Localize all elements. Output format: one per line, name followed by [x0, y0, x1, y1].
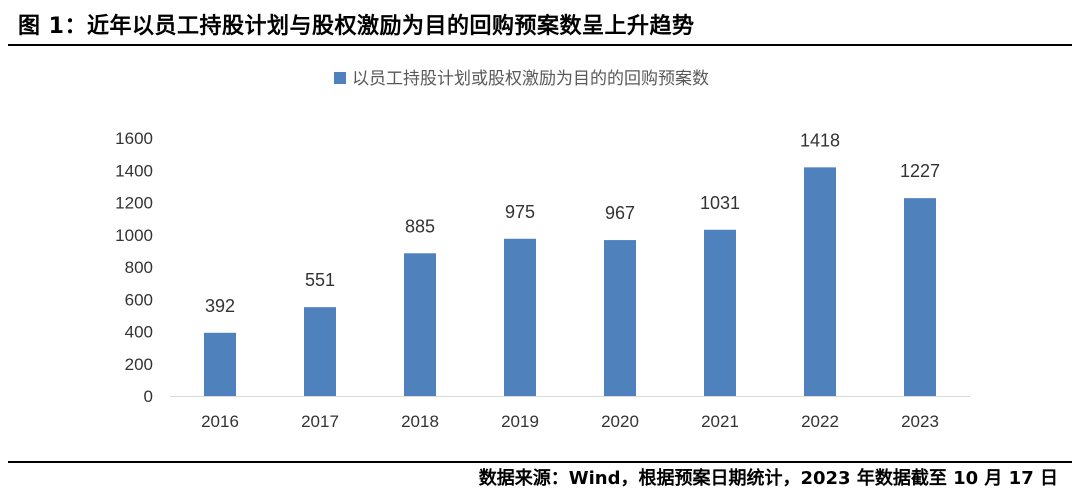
- bottom-rule: [8, 461, 1072, 463]
- x-tick-label: 2022: [801, 412, 839, 431]
- data-label: 392: [205, 296, 235, 316]
- data-label: 1031: [700, 193, 740, 213]
- x-tick-label: 2023: [901, 412, 939, 431]
- bar-chart: 以员工持股计划或股权激励为目的的回购预案数 0 200 400 600 800 1000 1…: [115, 69, 970, 431]
- y-tick-label: 400: [125, 323, 153, 342]
- top-rule: [8, 44, 1072, 46]
- y-tick-label: 800: [125, 258, 153, 277]
- y-tick-label: 600: [125, 290, 153, 309]
- y-tick-label: 200: [125, 355, 153, 374]
- source-note: 数据来源：Wind，根据预案日期统计，2023 年数据截至 10 月 17 日: [478, 468, 1058, 489]
- y-tick-label: 1000: [115, 226, 153, 245]
- bar: [304, 307, 336, 396]
- y-axis: 0 200 400 600 800 1000 1200 1400 1600: [115, 129, 153, 406]
- legend-label: 以员工持股计划或股权激励为目的的回购预案数: [352, 69, 709, 89]
- legend-swatch: [334, 72, 346, 84]
- x-tick-label: 2017: [301, 412, 339, 431]
- chart-legend: 以员工持股计划或股权激励为目的的回购预案数: [334, 69, 709, 89]
- bar: [404, 253, 436, 396]
- y-tick-label: 1400: [115, 161, 153, 180]
- y-tick-label: 1200: [115, 194, 153, 213]
- x-tick-label: 2018: [401, 412, 439, 431]
- data-label: 885: [405, 216, 435, 236]
- x-axis: 2016 2017 2018 2019 2020 2021 2022 2023: [170, 396, 970, 431]
- x-tick-label: 2020: [601, 412, 639, 431]
- y-tick-label: 0: [144, 387, 153, 406]
- data-label: 975: [505, 202, 535, 222]
- figure-title: 图 1：近年以员工持股计划与股权激励为目的回购预案数呈上升趋势: [18, 14, 695, 39]
- x-tick-label: 2021: [701, 412, 739, 431]
- bar: [704, 229, 736, 396]
- bar: [504, 238, 536, 396]
- bar: [904, 198, 936, 396]
- data-label: 551: [305, 270, 335, 290]
- data-label: 1418: [800, 130, 840, 150]
- bar: [604, 240, 636, 396]
- data-label: 967: [605, 203, 635, 223]
- bar: [804, 167, 836, 396]
- data-label: 1227: [900, 161, 940, 181]
- bars-group: 392 551 885 975 967 1031 1418 1227: [204, 130, 940, 396]
- x-tick-label: 2016: [201, 412, 239, 431]
- bar: [204, 332, 236, 396]
- x-tick-label: 2019: [501, 412, 539, 431]
- y-tick-label: 1600: [115, 129, 153, 148]
